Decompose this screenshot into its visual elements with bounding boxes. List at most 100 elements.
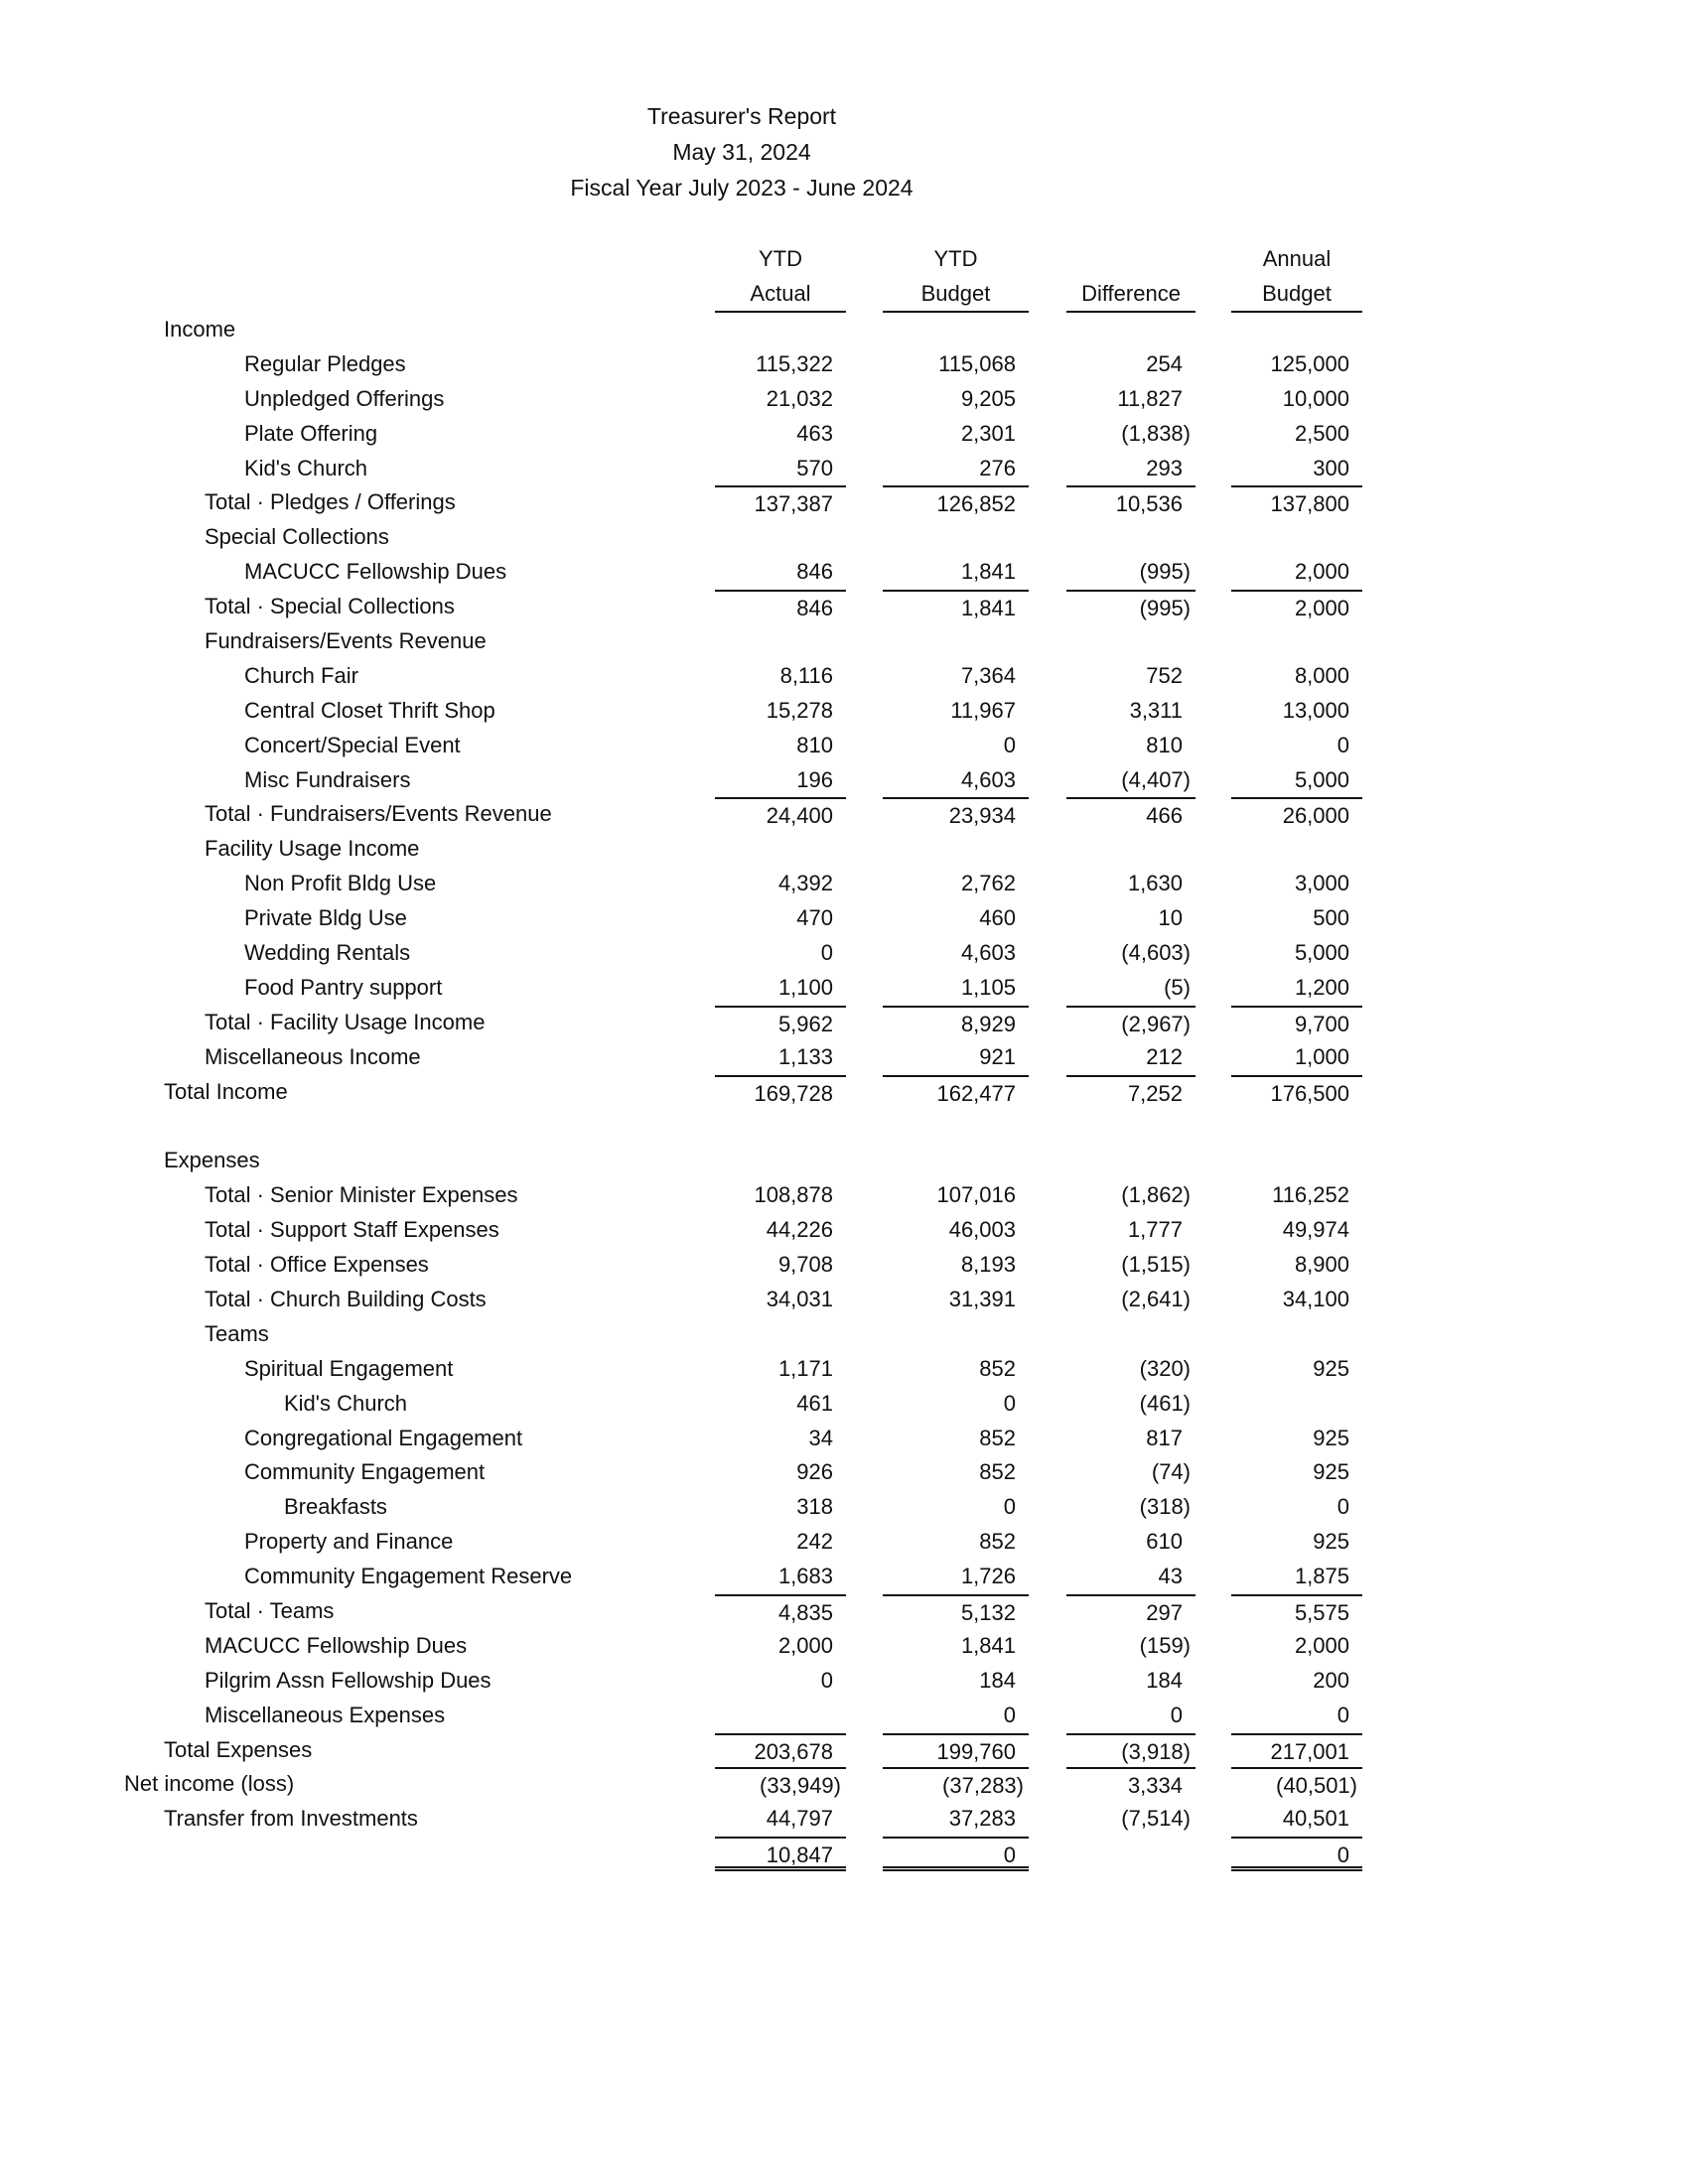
col-actual-bottom: Actual [750,281,811,306]
row-label: Total · Office Expenses [205,1252,429,1278]
table-row: Misc Fundraisers 196 4,603 (4,407) 5,000 [0,763,1688,798]
table-row: Plate Offering 463 2,301 (1,838) 2,500 [0,417,1688,452]
cell-budget: 126,852 [883,485,1029,520]
cell-annual: 8,000 [1294,662,1349,688]
cell-actual: 10,847 [715,1837,846,1872]
cell-difference: (995) [1066,590,1196,624]
row-label: Total · Senior Minister Expenses [205,1182,518,1208]
cell-annual: 925 [1313,1529,1349,1555]
cell-actual: 44,226 [766,1217,833,1243]
table-row: Regular Pledges 115,322 115,068 254 125,000 [0,347,1688,382]
cell-actual: 1,100 [777,974,833,1000]
cell-difference: 810 [1146,732,1183,757]
cell-annual: 2,000 [1294,1632,1349,1658]
cell-budget: 921 [979,1043,1016,1069]
col-annual-bottom: Budget [1262,281,1332,306]
cell-annual: 925 [1313,1459,1349,1485]
cell-difference: 3,311 [1129,697,1183,723]
cell-annual: 8,900 [1294,1252,1349,1278]
cell-difference: 1,777 [1127,1217,1183,1243]
cell-annual: 34,100 [1282,1286,1349,1311]
cell-difference: 752 [1146,662,1183,688]
header-rule [1066,311,1196,313]
cell-actual: (33,949) [715,1767,846,1802]
row-label: Expenses [164,1148,260,1173]
cell-annual: 300 [1313,455,1349,480]
cell-budget: 184 [979,1667,1016,1693]
row-label: Non Profit Bldg Use [244,871,437,896]
cell-actual: 461 [796,1390,833,1416]
cell-actual: 0 [820,940,833,966]
cell-difference: (2,967) [1066,1005,1196,1040]
row-label: Regular Pledges [244,350,406,376]
cell-annual: 3,000 [1294,871,1349,896]
row-label: MACUCC Fellowship Dues [205,1632,468,1658]
cell-actual: 15,278 [766,697,833,723]
table-row: Total Expenses 203,678 199,760 (3,918) 217,0… [0,1732,1688,1768]
fiscal-year: Fiscal Year July 2023 - June 2024 [570,175,914,201]
cell-annual: 10,000 [1282,385,1349,411]
cell-annual: 26,000 [1231,797,1362,832]
cell-difference: 212 [1146,1043,1183,1069]
cell-difference: 43 [1158,1564,1183,1589]
cell-actual: 463 [796,420,833,446]
col-actual-top: YTD [759,246,802,271]
cell-budget: 4,603 [960,940,1016,966]
cell-actual: 1,171 [777,1355,833,1381]
row-label: Total · Teams [205,1597,335,1623]
cell-budget: 0 [883,1837,1029,1872]
row-label: Facility Usage Income [205,836,420,862]
cell-difference: 10 [1158,905,1183,931]
row-label: Total Income [164,1078,288,1104]
cell-actual: 9,708 [777,1252,833,1278]
cell-difference: 0 [1170,1702,1183,1727]
row-label: Transfer from Investments [164,1806,418,1832]
table-row: Total · Pledges / Offerings 137,387 126,85… [0,485,1688,520]
cell-actual: 318 [796,1494,833,1520]
table-row: Kid's Church 461 0 (461) [0,1387,1688,1422]
table-row [0,1109,1688,1144]
row-label: Congregational Engagement [244,1425,523,1450]
row-label: Food Pantry support [244,974,443,1000]
row-label: Community Engagement Reserve [244,1564,573,1589]
row-label: Plate Offering [244,420,378,446]
row-label: Fundraisers/Events Revenue [205,628,487,654]
table-row: Total · Teams 4,835 5,132 297 5,575 [0,1593,1688,1629]
cell-annual: 925 [1313,1355,1349,1381]
report-title: Treasurer's Report [646,103,837,129]
cell-difference: (318) [1139,1494,1191,1520]
cell-actual: 926 [796,1459,833,1485]
row-label: Property and Finance [244,1529,454,1555]
row-label: Church Fair [244,662,358,688]
table-row: Community Engagement 926 852 (74) 925 [0,1455,1688,1490]
row-label: Central Closet Thrift Shop [244,697,495,723]
cell-annual: 1,000 [1294,1043,1349,1069]
cell-difference: (3,918) [1066,1732,1196,1768]
cell-annual: 13,000 [1282,697,1349,723]
cell-budget: 852 [979,1355,1016,1381]
cell-budget: (37,283) [883,1767,1029,1802]
cell-annual: 137,800 [1231,485,1362,520]
cell-annual: 925 [1313,1425,1349,1450]
cell-budget: 31,391 [948,1286,1016,1311]
table-row: Total · Senior Minister Expenses 108,878 1… [0,1178,1688,1213]
cell-difference: (1,515) [1121,1252,1191,1278]
row-label: MACUCC Fellowship Dues [244,559,507,585]
cell-difference: 3,334 [1066,1767,1196,1802]
col-budget-bottom: Budget [920,281,991,306]
table-row: Total · Office Expenses 9,708 8,193 (1,515)… [0,1248,1688,1283]
cell-budget: 107,016 [936,1182,1016,1208]
cell-budget: 0 [1003,1390,1016,1416]
row-label: Total · Fundraisers/Events Revenue [205,801,552,827]
table-row: Facility Usage Income [0,832,1688,867]
cell-actual: 5,962 [715,1005,846,1040]
table-row: Breakfasts 318 0 (318) 0 [0,1490,1688,1525]
cell-budget: 852 [979,1425,1016,1450]
table-row: Pilgrim Assn Fellowship Dues 0 184 184 200 [0,1664,1688,1699]
row-label: Total · Church Building Costs [205,1286,487,1311]
cell-annual: (40,501) [1231,1767,1362,1802]
table-row: Non Profit Bldg Use 4,392 2,762 1,630 3,000 [0,867,1688,901]
row-label: Private Bldg Use [244,905,407,931]
cell-difference: (5) [1164,974,1191,1000]
col-annual-top: Annual [1262,246,1332,271]
